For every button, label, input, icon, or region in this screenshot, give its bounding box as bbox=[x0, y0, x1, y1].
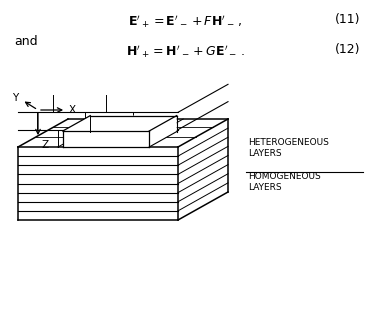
Text: and: and bbox=[14, 35, 38, 48]
Polygon shape bbox=[63, 131, 149, 147]
Polygon shape bbox=[18, 119, 228, 147]
Text: HETEROGENEOUS
LAYERS: HETEROGENEOUS LAYERS bbox=[248, 138, 329, 158]
Text: Y: Y bbox=[12, 93, 18, 103]
Polygon shape bbox=[63, 116, 177, 131]
Text: $\mathbf{E}'_+ = \mathbf{E}'_- + F\mathbf{H}'_-\,,$: $\mathbf{E}'_+ = \mathbf{E}'_- + F\mathb… bbox=[128, 13, 242, 30]
Polygon shape bbox=[149, 116, 177, 147]
Text: Z: Z bbox=[41, 140, 48, 150]
Text: (11): (11) bbox=[335, 13, 361, 26]
Text: X: X bbox=[69, 105, 76, 115]
Text: $\mathbf{H}'_+ = \mathbf{H}'_- + G\mathbf{E}'_-\,.$: $\mathbf{H}'_+ = \mathbf{H}'_- + G\mathb… bbox=[125, 43, 244, 59]
Text: HOMOGENEOUS
LAYERS: HOMOGENEOUS LAYERS bbox=[248, 172, 321, 192]
Text: (12): (12) bbox=[335, 43, 361, 56]
Polygon shape bbox=[178, 119, 228, 220]
Polygon shape bbox=[18, 147, 178, 220]
